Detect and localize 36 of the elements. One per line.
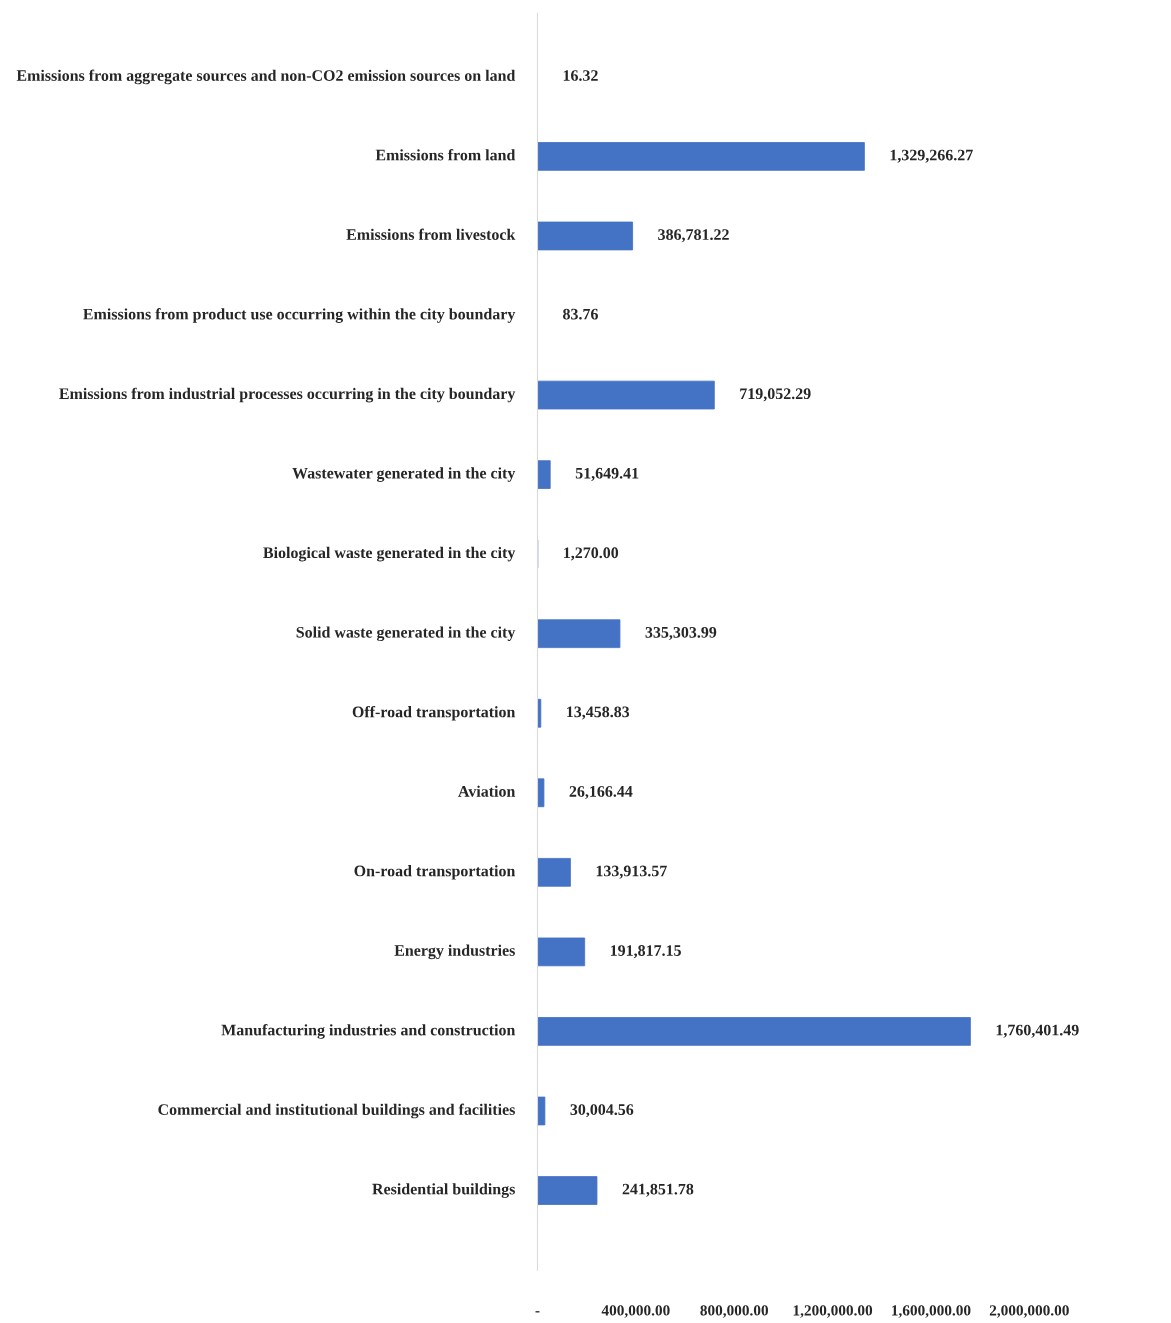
data-label: 1,329,266.27 (890, 149, 973, 163)
x-tick-label: 2,000,000.00 (989, 1305, 1069, 1318)
y-tick-label: Biological waste generated in the city (263, 546, 516, 562)
x-tick-label: - (535, 1311, 540, 1313)
y-tick-label: Emissions from product use occurring within the city boundary (83, 308, 516, 323)
data-label: 26,166.44 (569, 786, 633, 800)
data-label: 83.76 (563, 308, 598, 320)
x-tick-label: 400,000.00 (601, 1305, 670, 1318)
y-tick-label: Manufacturing industries and construction (221, 1024, 516, 1039)
y-tick-label: Wastewater generated in the city (292, 467, 516, 482)
data-label: 1,270.00 (564, 547, 619, 561)
data-label: 719,052.29 (740, 388, 811, 402)
y-tick-label: Commercial and institutional buildings and facilities (158, 1103, 515, 1119)
y-tick-label: Emissions from aggregate sources and non-CO2 emission sources on land (16, 69, 516, 85)
y-tick-label: Energy industries (394, 944, 515, 960)
data-label: 191,817.15 (610, 945, 681, 959)
data-label: 1,760,401.49 (996, 1024, 1079, 1038)
y-tick-label: On-road transportation (354, 865, 516, 880)
data-label: 16.32 (563, 70, 598, 81)
x-tick-label: 800,000.00 (700, 1305, 769, 1318)
y-tick-label: Emissions from livestock (346, 228, 516, 240)
y-tick-label: Solid waste generated in the city (296, 626, 516, 642)
x-tick-label: 1,200,000.00 (793, 1305, 873, 1318)
data-label: 13,458.83 (567, 706, 630, 720)
y-tick-label: Residential buildings (372, 1183, 515, 1198)
data-label: 51,649.41 (575, 467, 639, 481)
y-tick-label: Emissions from land (375, 149, 516, 161)
data-label: 335,303.99 (645, 626, 717, 641)
data-label: 133,913.57 (596, 865, 667, 879)
y-tick-label: Off-road transportation (352, 705, 516, 721)
data-label: 386,781.22 (658, 229, 729, 243)
y-tick-label: Aviation (458, 785, 516, 797)
y-tick-label: Emissions from industrial processes occurring in the city boundary (59, 387, 516, 403)
data-label: 241,851.78 (622, 1183, 694, 1197)
x-tick-label: 1,600,000.00 (892, 1305, 971, 1318)
data-label: 30,004.56 (570, 1104, 634, 1118)
